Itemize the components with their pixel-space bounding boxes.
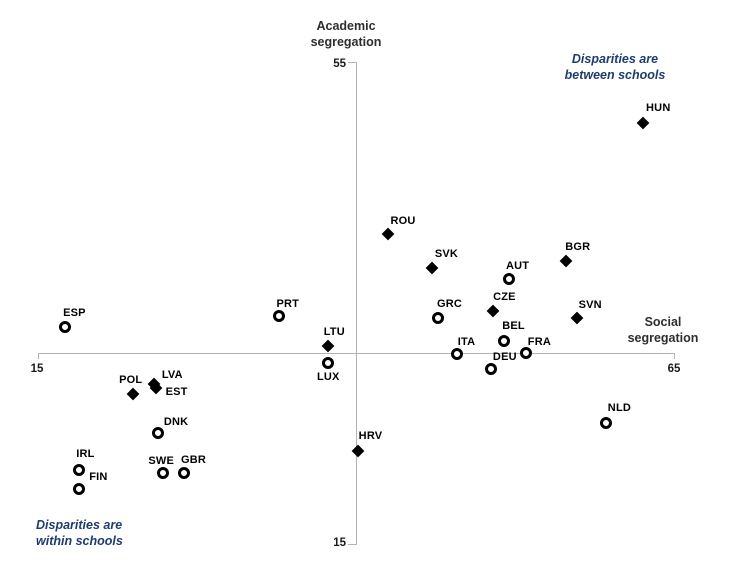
y-axis-line <box>356 62 357 545</box>
x-axis-max-tick-label: 65 <box>667 363 681 375</box>
marker-hrv <box>351 444 364 458</box>
marker-cze <box>487 304 500 318</box>
label-grc: GRC <box>436 298 463 311</box>
label-bel: BEL <box>502 320 525 333</box>
label-irl: IRL <box>76 447 95 460</box>
marker-lux <box>322 356 335 369</box>
y-axis-max-tick-label: 55 <box>333 58 346 70</box>
label-svn: SVN <box>578 299 602 312</box>
y-axis-title-line1: Academic <box>316 19 376 33</box>
marker-pol <box>126 387 140 400</box>
y-axis-min-tick-label: 15 <box>333 537 346 549</box>
marker-rou <box>381 227 395 241</box>
x-axis-line <box>38 353 675 354</box>
marker-irl <box>73 463 86 476</box>
y-axis-title-line2: segregation <box>310 35 382 49</box>
marker-aut <box>502 273 515 286</box>
x-axis-left-tick <box>38 353 39 359</box>
marker-hun <box>636 116 650 130</box>
marker-ltu <box>321 339 335 353</box>
y-axis-top-tick <box>348 62 357 63</box>
label-lva: LVA <box>161 369 183 381</box>
marker-svn <box>570 312 584 325</box>
marker-swe <box>157 467 170 480</box>
marker-svk <box>426 261 439 275</box>
label-swe: SWE <box>148 455 175 468</box>
label-esp: ESP <box>63 306 86 319</box>
label-prt: PRT <box>276 298 300 311</box>
x-axis-title-line2: segregation <box>627 331 699 345</box>
label-hrv: HRV <box>358 429 383 442</box>
marker-prt <box>272 310 285 323</box>
marker-dnk <box>152 426 165 439</box>
annotation-within-schools: Disparities are within schools <box>36 517 196 549</box>
label-aut: AUT <box>506 260 530 273</box>
y-axis-bottom-tick <box>348 544 357 545</box>
marker-deu <box>484 362 497 375</box>
x-axis-title-line1: Social <box>644 315 682 329</box>
label-fra: FRA <box>527 336 552 348</box>
x-axis-right-tick <box>674 353 675 359</box>
label-fin: FIN <box>89 470 108 483</box>
marker-nld <box>600 417 613 430</box>
label-hun: HUN <box>646 101 671 114</box>
marker-fra <box>520 347 533 359</box>
marker-grc <box>431 312 444 325</box>
y-axis-title: Academic segregation <box>286 18 406 50</box>
label-pol: POL <box>119 373 143 386</box>
label-ita: ITA <box>457 336 476 349</box>
marker-bgr <box>559 254 573 268</box>
label-nld: NLD <box>607 402 632 415</box>
marker-ita <box>450 348 463 361</box>
label-ltu: LTU <box>323 325 345 338</box>
annotation-between-schools-line1: Disparities are <box>571 52 659 66</box>
marker-bel <box>497 335 510 348</box>
marker-esp <box>59 320 72 333</box>
label-dnk: DNK <box>163 415 189 428</box>
x-axis-min-tick-label: 15 <box>30 363 44 375</box>
annotation-within-schools-line2: within schools <box>36 534 123 548</box>
marker-fin <box>73 482 86 495</box>
label-est: EST <box>165 385 188 398</box>
annotation-between-schools: Disparities are between schools <box>539 51 691 83</box>
label-cze: CZE <box>493 291 516 304</box>
label-lux: LUX <box>316 370 340 383</box>
annotation-between-schools-line2: between schools <box>564 68 666 82</box>
x-axis-title: Social segregation <box>608 314 718 346</box>
marker-gbr <box>177 467 190 480</box>
label-bgr: BGR <box>565 241 591 254</box>
label-rou: ROU <box>390 214 416 227</box>
annotation-within-schools-line1: Disparities are <box>36 518 123 532</box>
label-gbr: GBR <box>180 454 207 467</box>
label-svk: SVK <box>434 248 459 261</box>
label-deu: DEU <box>492 350 517 363</box>
